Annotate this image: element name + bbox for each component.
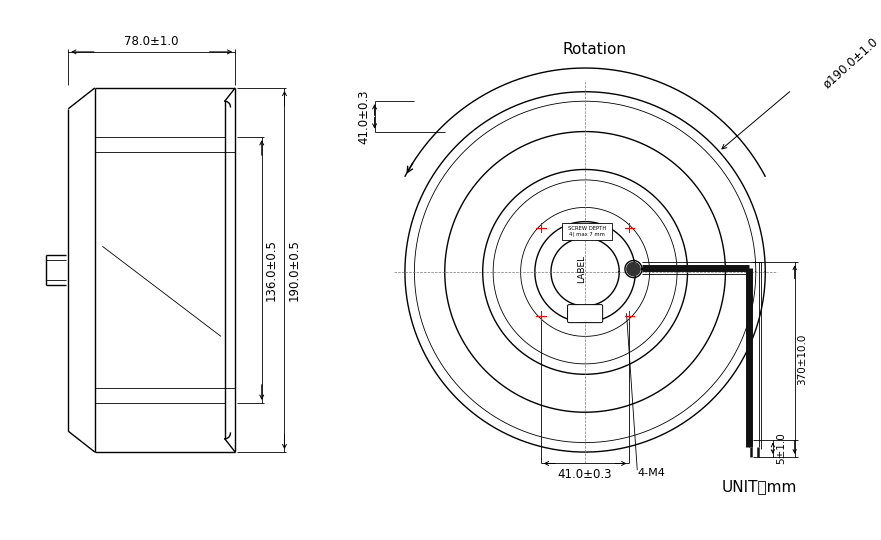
- Text: 41.0±0.3: 41.0±0.3: [358, 89, 371, 144]
- Text: 5±1.0: 5±1.0: [775, 433, 786, 464]
- Text: 78.0±1.0: 78.0±1.0: [124, 35, 179, 48]
- Text: 190.0±0.5: 190.0±0.5: [287, 239, 300, 301]
- Text: SCREW DEPTH
4( max 7 mm: SCREW DEPTH 4( max 7 mm: [568, 226, 606, 237]
- FancyBboxPatch shape: [567, 305, 603, 322]
- Text: 4-M4: 4-M4: [637, 468, 665, 478]
- Circle shape: [626, 262, 640, 276]
- Text: UNIT：mm: UNIT：mm: [722, 479, 796, 494]
- Text: Rotation: Rotation: [563, 42, 626, 57]
- Text: 370±10.0: 370±10.0: [797, 334, 808, 386]
- Text: LABEL: LABEL: [577, 255, 586, 283]
- Text: ø190.0±1.0: ø190.0±1.0: [820, 35, 880, 91]
- FancyBboxPatch shape: [562, 222, 611, 240]
- Text: 136.0±0.5: 136.0±0.5: [264, 239, 278, 301]
- Text: 41.0±0.3: 41.0±0.3: [558, 468, 612, 481]
